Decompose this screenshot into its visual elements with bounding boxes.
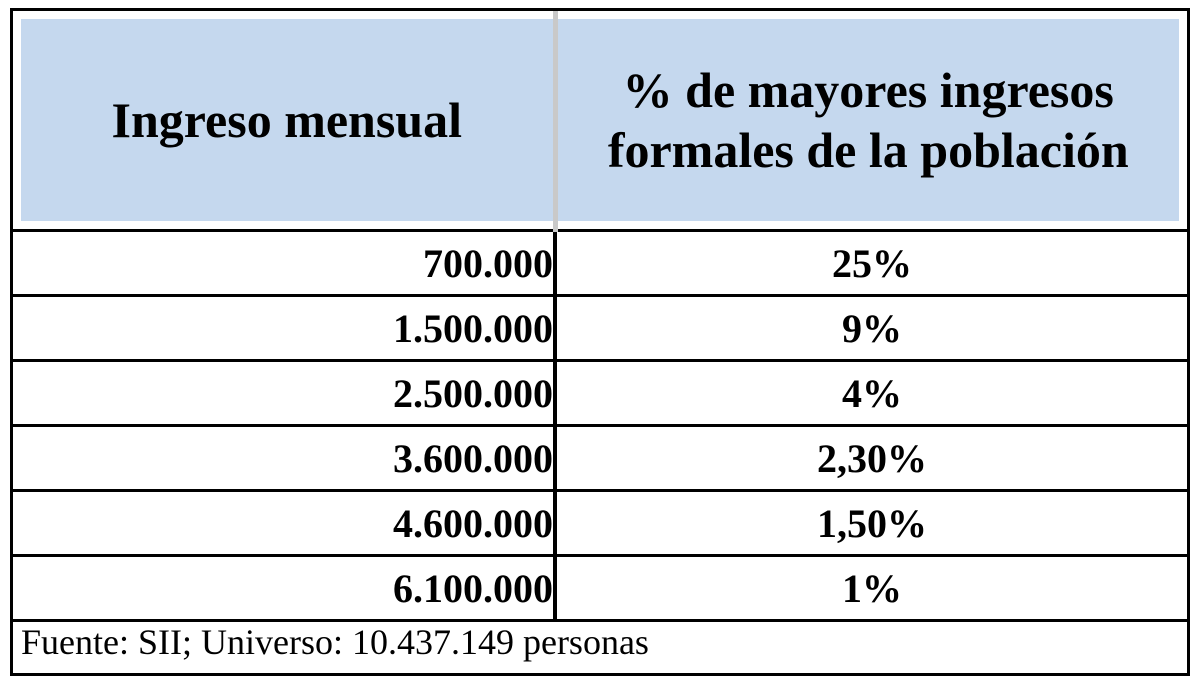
table-row: 3.600.000 2,30% (13, 425, 1187, 492)
header-income-label: Ingreso mensual (111, 92, 462, 148)
income-cell: 2.500.000 (13, 360, 557, 427)
table-row: 1.500.000 9% (13, 295, 1187, 362)
table-row: 4.600.000 1,50% (13, 490, 1187, 557)
income-table: Ingreso mensual % de mayores ingresos fo… (13, 11, 1187, 622)
income-table-frame: Ingreso mensual % de mayores ingresos fo… (10, 8, 1190, 676)
percentage-cell: 1,50% (555, 490, 1187, 557)
table-row: 700.000 25% (13, 230, 1187, 297)
percentage-cell: 9% (555, 295, 1187, 362)
income-cell: 700.000 (13, 230, 557, 297)
header-percentage: % de mayores ingresos formales de la pob… (555, 11, 1187, 232)
header-row: Ingreso mensual % de mayores ingresos fo… (13, 11, 1187, 232)
table-row: 6.100.000 1% (13, 555, 1187, 622)
percentage-cell: 2,30% (555, 425, 1187, 492)
percentage-cell: 25% (555, 230, 1187, 297)
header-income: Ingreso mensual (13, 11, 558, 232)
income-cell: 6.100.000 (13, 555, 557, 622)
percentage-cell: 1% (555, 555, 1187, 622)
income-cell: 4.600.000 (13, 490, 557, 557)
header-percentage-label: % de mayores ingresos formales de la pob… (607, 62, 1129, 178)
percentage-cell: 4% (555, 360, 1187, 427)
source-note: Fuente: SII; Universo: 10.437.149 person… (21, 622, 649, 662)
income-cell: 3.600.000 (13, 425, 557, 492)
income-cell: 1.500.000 (13, 295, 557, 362)
table-row: 2.500.000 4% (13, 360, 1187, 427)
